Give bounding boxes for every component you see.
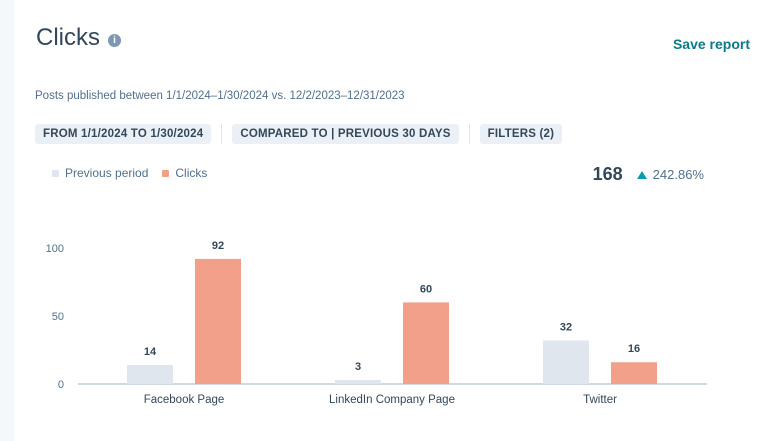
filter-divider <box>468 124 470 144</box>
bar-clicks[interactable] <box>403 302 449 384</box>
triangle-up-icon <box>636 170 647 179</box>
info-icon[interactable]: i <box>108 33 121 47</box>
filter-divider <box>221 124 223 144</box>
data-label: 14 <box>144 346 157 358</box>
data-label: 60 <box>420 283 432 295</box>
bar-previous-period[interactable] <box>335 379 381 384</box>
page-title: Clicks <box>36 24 100 51</box>
category-label: Facebook Page <box>144 394 225 406</box>
legend-item-previous[interactable]: Previous period <box>52 166 148 180</box>
data-label: 92 <box>212 240 224 252</box>
legend-label-previous: Previous period <box>65 166 149 180</box>
report-subtitle: Posts published between 1/1/2024–1/30/20… <box>35 90 405 102</box>
compared-to-filter[interactable]: COMPARED TO | PREVIOUS 30 DAYS <box>232 124 459 144</box>
legend-label-clicks: Clicks <box>175 166 208 180</box>
bar-previous-period[interactable] <box>543 340 589 384</box>
bar-clicks[interactable] <box>611 362 657 384</box>
chart-legend: Previous period Clicks <box>52 166 221 180</box>
data-label: 3 <box>355 361 361 373</box>
category-label: Twitter <box>583 394 617 406</box>
bar-chart: 0 50 100 14 92 Facebook Page 3 60 LinkedIn Compa… <box>46 240 707 406</box>
save-report-button[interactable]: Save report <box>672 36 750 52</box>
kpi-summary: 168 242.86% <box>593 164 704 185</box>
filters-button[interactable]: FILTERS (2) <box>479 124 563 144</box>
data-label: 32 <box>560 321 572 333</box>
bar-previous-period[interactable] <box>127 364 173 384</box>
date-range-filter[interactable]: FROM 1/1/2024 TO 1/30/2024 <box>35 124 212 144</box>
legend-swatch-previous <box>52 169 59 177</box>
bar-clicks[interactable] <box>195 258 241 384</box>
y-tick-label: 50 <box>52 311 64 323</box>
category-label: LinkedIn Company Page <box>329 394 455 406</box>
y-tick-label: 0 <box>58 379 64 391</box>
y-tick-label: 100 <box>46 243 64 255</box>
kpi-total-value: 168 <box>592 164 623 184</box>
kpi-change-percent: 242.86% <box>652 167 704 182</box>
legend-item-clicks[interactable]: Clicks <box>162 166 207 180</box>
data-label: 16 <box>628 343 640 355</box>
legend-swatch-clicks <box>162 169 170 177</box>
title-row: Clicks i <box>36 24 121 52</box>
filter-bar: FROM 1/1/2024 TO 1/30/2024 COMPARED TO |… <box>35 124 563 144</box>
